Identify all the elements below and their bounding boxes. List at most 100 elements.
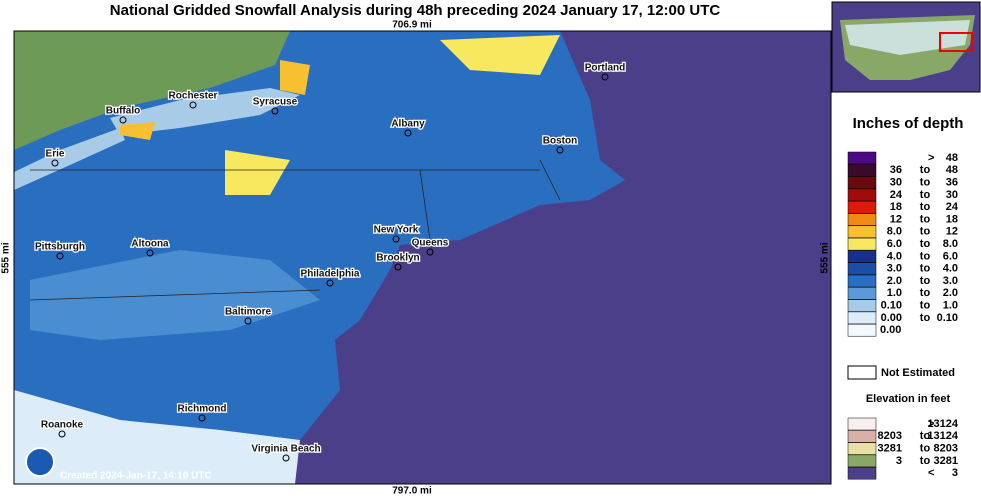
legend-sep: to <box>920 455 931 467</box>
legend-low: > <box>928 152 934 164</box>
city-label: Pittsburgh <box>35 242 85 253</box>
legend-low: 3281 <box>878 443 902 455</box>
legend-swatch <box>847 442 877 455</box>
legend-sep: to <box>920 213 931 225</box>
snow-syracuse <box>280 60 310 95</box>
scale-bottom: 797.0 mi <box>392 486 432 497</box>
city-label: New York <box>374 225 419 236</box>
lake-erie <box>14 128 125 190</box>
legend-sep: to <box>920 443 931 455</box>
city-label: Richmond <box>178 404 227 415</box>
created-note: Created 2024-Jan-17, 14:10 UTC <box>60 471 212 482</box>
legend-sep: to <box>920 250 931 262</box>
legend-high: 30 <box>946 189 958 201</box>
legend-high: 0.10 <box>937 312 958 324</box>
legend-swatch <box>847 250 877 263</box>
city-marker <box>404 129 412 137</box>
not-estimated-swatch <box>847 365 877 380</box>
city-label: Rochester <box>169 91 218 102</box>
legend-title: Inches of depth <box>853 115 964 132</box>
legend-low: < <box>928 467 934 479</box>
legend-low: 2.0 <box>887 275 902 287</box>
legend-swatch <box>847 323 877 337</box>
legend-swatch <box>847 299 877 312</box>
city-label: Roanoke <box>41 420 84 431</box>
elevation-title: Elevation in feet <box>866 393 951 405</box>
city-marker <box>601 73 609 81</box>
inset-highlight <box>939 32 973 52</box>
legend-high: 1.0 <box>943 300 958 312</box>
city-label: Altoona <box>131 239 169 250</box>
legend-low: 8203 <box>878 430 902 442</box>
snow-buffalo <box>120 122 155 140</box>
scale-right: 555 mi <box>820 242 831 273</box>
legend-high: 36 <box>946 177 958 189</box>
legend-swatch <box>847 176 877 189</box>
inset-snow <box>845 20 970 55</box>
legend-swatch <box>847 151 877 165</box>
legend-high: 3.0 <box>943 275 958 287</box>
legend-sep: to <box>920 300 931 312</box>
state-borders <box>29 159 561 301</box>
scale-top: 706.9 mi <box>392 20 432 31</box>
city-marker <box>56 252 64 260</box>
legend-low: 8.0 <box>887 226 902 238</box>
snow-vermont <box>440 35 560 75</box>
legend-high: 13124 <box>927 430 958 442</box>
city-label: Portland <box>585 63 626 74</box>
legend-high: 48 <box>946 164 958 176</box>
city-marker <box>394 263 402 271</box>
legend-swatch <box>847 287 877 300</box>
city-marker <box>189 101 197 109</box>
legend-sep: to <box>920 238 931 250</box>
legend-swatch <box>847 311 877 325</box>
legend-low: 36 <box>890 164 902 176</box>
snow-light <box>14 390 300 484</box>
city-label: Albany <box>391 119 425 130</box>
legend-high: 24 <box>946 201 959 213</box>
city-marker <box>244 317 252 325</box>
map-frame <box>13 30 832 485</box>
legend-swatch <box>847 225 877 239</box>
legend-swatch <box>847 430 877 443</box>
legend-swatch <box>847 274 877 288</box>
legend-sep: to <box>920 430 931 442</box>
city-label: Boston <box>543 136 577 147</box>
legend-low: 0.00 <box>880 324 901 336</box>
legend-swatch <box>847 164 877 177</box>
legend-low: 3 <box>896 455 902 467</box>
city-marker <box>146 249 154 257</box>
inset-map <box>831 1 981 93</box>
city-marker <box>51 159 59 167</box>
city-label: Philadelphia <box>301 269 360 280</box>
legend-low: > <box>928 418 934 430</box>
legend-high: 8.0 <box>943 238 958 250</box>
city-marker <box>326 279 334 287</box>
city-marker <box>119 116 127 124</box>
canada <box>14 31 290 150</box>
legend-high: 3 <box>952 467 958 479</box>
legend-sep: to <box>920 312 931 324</box>
scale-left: 555 mi <box>1 242 12 273</box>
city-label: Syracuse <box>253 97 298 108</box>
legend-high: 4.0 <box>943 263 958 275</box>
legend-low: 12 <box>890 213 902 225</box>
legend-low: 1.0 <box>887 287 902 299</box>
legend-swatch <box>847 262 877 275</box>
legend-low: 0.00 <box>881 312 902 324</box>
lake-ontario <box>110 88 300 135</box>
legend-sep: to <box>920 287 931 299</box>
snow-tug <box>225 150 290 195</box>
title: National Gridded Snowfall Analysis durin… <box>110 2 721 19</box>
legend-low: 18 <box>890 201 902 213</box>
legend-swatch <box>847 466 877 480</box>
city-label: Erie <box>46 149 65 160</box>
legend-swatch <box>847 454 877 468</box>
legend-sep: to <box>920 263 931 275</box>
map <box>13 30 832 485</box>
legend-swatch <box>847 237 877 251</box>
city-marker <box>392 235 400 243</box>
city-label: Queens <box>412 238 449 249</box>
legend-low: 30 <box>890 177 902 189</box>
